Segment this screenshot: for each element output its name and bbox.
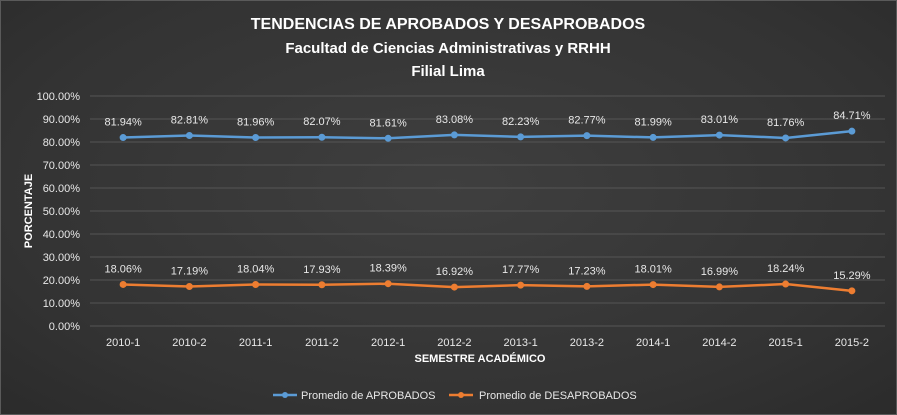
gridlines [90,95,885,327]
data-label: 82.81% [171,115,209,127]
data-label: 81.94% [104,117,142,129]
legend-marker [458,392,464,398]
data-label: 18.04% [237,264,275,276]
legend: Promedio de APROBADOS Promedio de DESAPRO… [273,390,637,402]
y-tick-label: 20.00% [43,275,81,287]
data-label: 83.08% [436,114,474,126]
data-point [384,280,392,288]
data-label: 83.01% [701,114,739,126]
x-tick-label: 2010-2 [172,337,206,349]
data-point [450,283,458,291]
data-label: 81.76% [767,117,805,129]
legend-marker [282,392,288,398]
data-label: 18.39% [369,263,407,275]
chart-title: TENDENCIAS DE APROBADOS Y DESAPROBADOS [251,16,646,33]
data-label: 18.24% [767,263,805,275]
x-tick-label: 2014-1 [636,337,670,349]
x-axis-ticks: 2010-1 2010-2 2011-1 2011-2 2012-1 2012-2 2013… [106,337,869,349]
y-tick-label: 60.00% [43,183,81,195]
data-point [185,282,193,290]
data-label: 17.93% [303,264,341,276]
data-point [649,281,657,289]
data-label: 81.99% [634,116,672,128]
series-line-aprobados [123,129,853,140]
y-tick-label: 30.00% [43,252,81,264]
data-point [782,134,790,142]
data-point [185,132,193,140]
data-label: 17.19% [171,265,209,277]
data-point [583,282,591,290]
data-label: 15.29% [833,270,871,282]
data-point [119,134,127,142]
data-label: 81.96% [237,116,275,128]
y-tick-label: 80.00% [43,137,81,149]
data-point [450,131,458,139]
x-tick-label: 2012-2 [437,337,471,349]
data-point [252,133,260,141]
data-label: 18.06% [104,263,142,275]
data-label: 17.77% [502,264,540,276]
x-tick-label: 2011-1 [239,337,272,349]
series-line-desaprobados [123,282,853,293]
x-tick-label: 2010-1 [106,337,140,349]
data-point [649,133,657,141]
data-label: 18.01% [634,264,672,276]
x-tick-label: 2013-1 [503,337,537,349]
data-point [517,281,525,289]
data-label: 16.99% [701,266,739,278]
y-tick-label: 0.00% [49,321,80,333]
legend-label: Promedio de APROBADOS [301,390,436,402]
y-tick-label: 50.00% [43,206,81,218]
data-point [848,127,856,135]
data-point [715,131,723,139]
data-point [782,280,790,288]
data-point [318,281,326,289]
x-tick-label: 2013-2 [570,337,604,349]
data-point [517,133,525,141]
y-tick-label: 10.00% [43,298,81,310]
x-tick-label: 2015-2 [835,337,869,349]
data-point [119,280,127,288]
data-label: 84.71% [833,110,871,122]
data-point [384,134,392,142]
data-point [583,132,591,140]
data-point [252,281,260,289]
y-tick-label: 100.00% [37,91,81,103]
data-label: 82.07% [303,116,341,128]
chart-subtitle-2: Filial Lima [411,63,485,80]
y-axis-ticks: 0.00% 10.00% 20.00% 30.00% 40.00% 50.00% 60.00… [37,91,81,333]
data-labels: 81.94% 82.81% 81.96% 82.07% 81.61% 83.08% 82.2… [104,110,870,282]
y-tick-label: 40.00% [43,229,81,241]
y-tick-label: 90.00% [43,114,81,126]
data-label: 81.61% [369,117,407,129]
data-label: 17.23% [568,265,606,277]
y-axis-title: PORCENTAJE [23,174,35,248]
x-axis-title: SEMESTRE ACADÉMICO [415,352,546,365]
legend-label: Promedio de DESAPROBADOS [479,390,637,402]
y-tick-label: 70.00% [43,160,81,172]
data-label: 82.77% [568,115,606,127]
data-point [715,283,723,291]
data-label: 82.23% [502,116,540,128]
x-tick-label: 2011-2 [305,337,338,349]
x-tick-label: 2012-1 [371,337,405,349]
data-label: 16.92% [436,266,474,278]
x-tick-label: 2014-2 [702,337,736,349]
x-tick-label: 2015-1 [768,337,802,349]
chart-subtitle-1: Facultad de Ciencias Administrativas y R… [285,40,610,57]
data-point [848,287,856,295]
data-point [318,133,326,141]
series-group [119,127,856,295]
